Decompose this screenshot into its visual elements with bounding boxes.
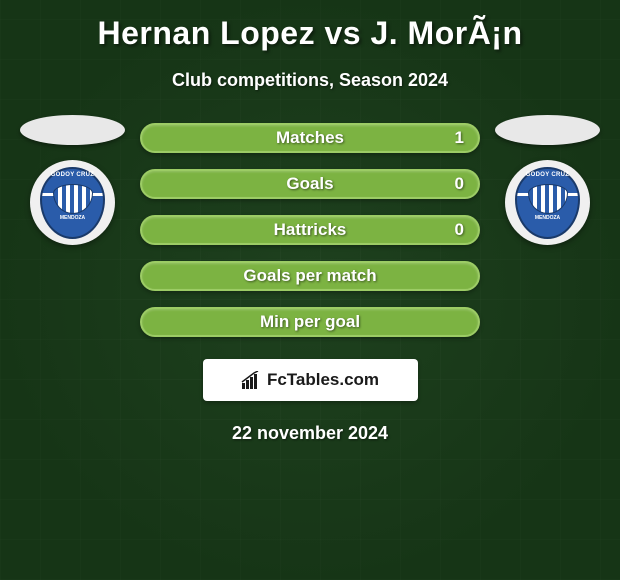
player-left-column: GODOY CRUZ MENDOZA	[20, 115, 125, 245]
badge-stripes-icon	[528, 184, 568, 214]
player-right-column: GODOY CRUZ MENDOZA	[495, 115, 600, 245]
stat-bar-min-per-goal: Min per goal	[140, 307, 480, 337]
stat-label: Hattricks	[274, 220, 347, 240]
player-left-avatar	[20, 115, 125, 145]
club-crest-icon: GODOY CRUZ MENDOZA	[515, 167, 580, 239]
stat-bar-matches: Matches 1	[140, 123, 480, 153]
comparison-card: Hernan Lopez vs J. MorÃ¡n Club competiti…	[0, 0, 620, 454]
badge-bottom-text: MENDOZA	[60, 215, 85, 221]
stat-label: Goals	[286, 174, 333, 194]
stat-bar-goals-per-match: Goals per match	[140, 261, 480, 291]
watermark-text: FcTables.com	[267, 370, 379, 390]
stat-value-right: 0	[455, 220, 464, 240]
bar-chart-icon	[241, 371, 261, 389]
player-left-club-badge: GODOY CRUZ MENDOZA	[30, 160, 115, 245]
stat-value-right: 0	[455, 174, 464, 194]
comparison-title: Hernan Lopez vs J. MorÃ¡n	[0, 15, 620, 52]
stat-label: Matches	[276, 128, 344, 148]
date-text: 22 november 2024	[0, 423, 620, 444]
stat-label: Min per goal	[260, 312, 360, 332]
comparison-subtitle: Club competitions, Season 2024	[0, 70, 620, 91]
player-right-club-badge: GODOY CRUZ MENDOZA	[505, 160, 590, 245]
watermark-logo: FcTables.com	[203, 359, 418, 401]
player-right-avatar	[495, 115, 600, 145]
badge-stripes-icon	[53, 184, 93, 214]
stat-bar-goals: Goals 0	[140, 169, 480, 199]
stat-value-right: 1	[455, 128, 464, 148]
stat-label: Goals per match	[243, 266, 376, 286]
stat-bars: Matches 1 Goals 0 Hattricks 0 Goals per …	[140, 123, 480, 337]
stat-bar-hattricks: Hattricks 0	[140, 215, 480, 245]
badge-top-text: GODOY CRUZ	[51, 172, 95, 178]
stats-area: GODOY CRUZ MENDOZA Matches 1 Goals 0 Hat…	[0, 123, 620, 337]
badge-top-text: GODOY CRUZ	[526, 172, 570, 178]
badge-bottom-text: MENDOZA	[535, 215, 560, 221]
club-crest-icon: GODOY CRUZ MENDOZA	[40, 167, 105, 239]
